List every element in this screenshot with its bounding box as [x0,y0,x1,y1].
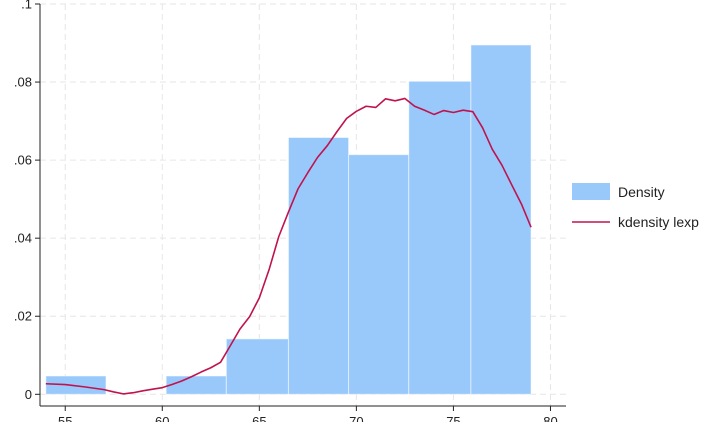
y-tick-label: .06 [14,153,32,168]
x-tick-label: 55 [58,414,72,422]
histogram-bar [225,338,289,395]
histogram-bar [470,44,532,395]
x-tick-label: 80 [543,414,557,422]
kdensity-line-group [45,97,532,395]
kdensity-line [45,97,532,395]
legend-swatch-density [572,183,610,200]
legend-label-density: Density [618,184,665,200]
y-tick-label: 0 [25,387,32,402]
x-tick-label: 70 [349,414,363,422]
x-tick-label: 75 [446,414,460,422]
histogram-bar [287,136,350,395]
y-tick-label: .08 [14,75,32,90]
x-tick-label: 60 [155,414,169,422]
axes: 55 60 65 70 75 80 0 .02 .04 .06 .08 .1 [14,0,566,422]
histogram-bar [348,154,410,395]
legend: Density kdensity lexp [572,183,699,230]
y-tick-label: .02 [14,309,32,324]
legend-label-kdensity: kdensity lexp [618,214,699,230]
x-tick-label: 65 [252,414,266,422]
histogram-bar [165,375,227,395]
y-tick-label: .1 [21,0,32,12]
histogram-bar [408,80,472,395]
y-tick-label: .04 [14,231,32,246]
